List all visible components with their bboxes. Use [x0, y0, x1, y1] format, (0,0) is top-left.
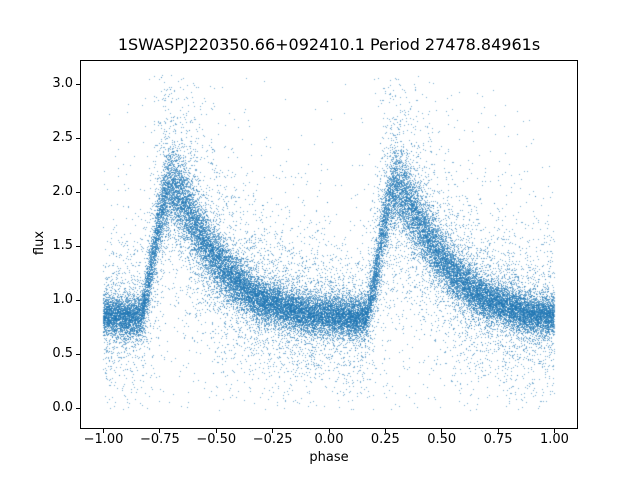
scatter-points-canvas	[81, 61, 577, 428]
x-tick-label: −1.00	[83, 432, 124, 447]
y-tick-label: 0.0	[52, 400, 73, 416]
plot-title: 1SWASPJ220350.66+092410.1 Period 27478.8…	[117, 35, 541, 54]
x-tick	[553, 429, 555, 433]
y-tick-label: 0.5	[52, 346, 73, 362]
x-tick	[384, 429, 386, 433]
x-tick-label: 0.75	[483, 432, 513, 447]
x-tick	[497, 429, 499, 433]
x-tick-label: 0.00	[314, 432, 344, 447]
y-tick	[76, 191, 80, 193]
y-tick-label: 1.5	[52, 238, 73, 254]
y-tick	[76, 299, 80, 301]
x-tick-label: 1.00	[539, 432, 569, 447]
y-tick-label: 1.0	[52, 292, 73, 308]
x-tick	[215, 429, 217, 433]
x-tick-label: 0.25	[370, 432, 400, 447]
y-tick	[76, 137, 80, 139]
y-axis-label: flux	[32, 230, 47, 256]
y-tick	[76, 353, 80, 355]
x-tick-label: 0.50	[427, 432, 457, 447]
x-tick-label: −0.50	[196, 432, 237, 447]
x-tick	[272, 429, 274, 433]
y-tick-label: 2.0	[52, 184, 73, 200]
y-tick-label: 2.5	[52, 130, 73, 146]
x-tick-label: −0.25	[252, 432, 293, 447]
x-tick	[103, 429, 105, 433]
y-tick	[76, 407, 80, 409]
y-tick-label: 3.0	[52, 76, 73, 92]
x-tick-label: −0.75	[139, 432, 180, 447]
x-tick	[159, 429, 161, 433]
x-axis-label: phase	[309, 450, 349, 465]
x-tick	[441, 429, 443, 433]
y-tick	[76, 245, 80, 247]
y-tick	[76, 83, 80, 85]
axes-area	[80, 60, 578, 429]
x-tick	[328, 429, 330, 433]
